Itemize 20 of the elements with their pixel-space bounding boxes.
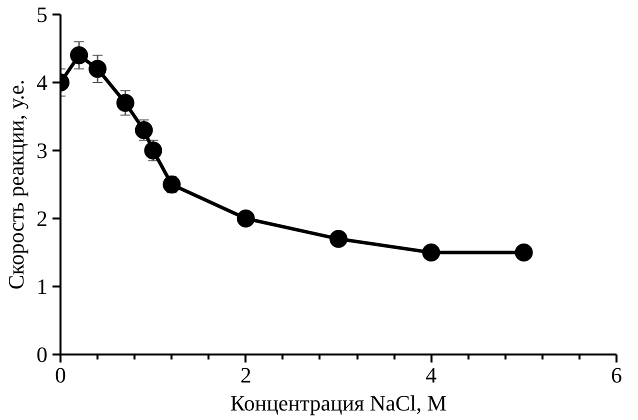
point xyxy=(330,230,348,248)
y-tick-label: 3 xyxy=(36,138,48,163)
x-tick-label: 4 xyxy=(426,362,437,388)
x-tick-label: 6 xyxy=(611,362,622,388)
point xyxy=(116,94,134,112)
point xyxy=(514,244,533,262)
y-tick-label: 1 xyxy=(36,274,48,299)
point xyxy=(422,244,440,262)
y-tick-label: 2 xyxy=(36,206,48,231)
x-axis-title: Концентрация NaCl, M xyxy=(230,390,447,416)
y-tick-label: 5 xyxy=(36,2,48,27)
x-tick-label: 0 xyxy=(55,362,66,388)
y-tick-label: 4 xyxy=(36,70,48,95)
y-tick-label: 0 xyxy=(36,342,48,367)
point xyxy=(70,46,88,64)
point xyxy=(162,176,181,194)
x-tick-label: 2 xyxy=(240,362,252,388)
point xyxy=(236,210,255,228)
point xyxy=(88,60,107,78)
y-axis-title: Скорость реакции, у.е. xyxy=(4,79,28,290)
